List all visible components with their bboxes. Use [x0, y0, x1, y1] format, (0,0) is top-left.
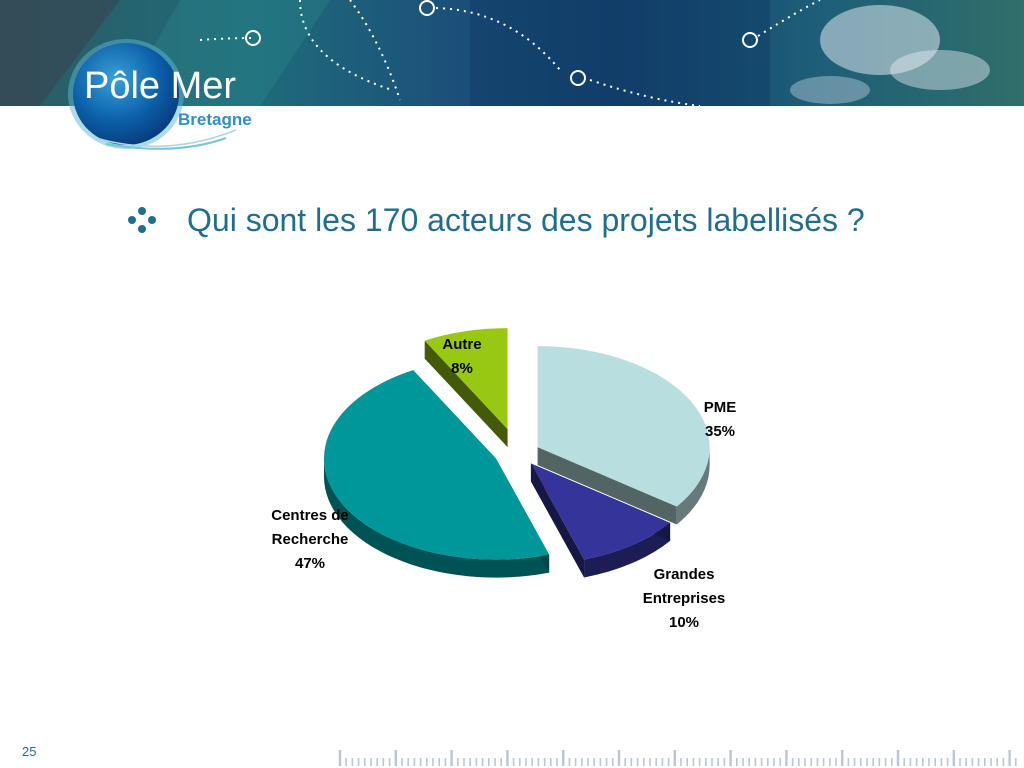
pie-slice-label-line: 47%	[295, 555, 325, 572]
pie-slice-wall	[424, 340, 508, 448]
pie-labels: PME 35% Grandes Entreprises 10% Centres de Rec…	[271, 336, 736, 631]
four-dot-bullet-icon	[128, 207, 156, 233]
pie-slice-rim	[676, 447, 710, 525]
pie-slice-label: Autre 8%	[442, 336, 481, 377]
pie-chart: PME 35% Grandes Entreprises 10% Centres de Rec…	[271, 328, 736, 631]
pie-slice-group	[323, 370, 550, 578]
pie-slice-rim	[323, 458, 550, 578]
pie-slice-label-line: 10%	[669, 614, 699, 631]
pole-mer-logo: Pôle Mer Bretagne	[68, 39, 252, 150]
pie-slice-rim	[584, 522, 671, 578]
pie-slice-label-line: Entreprises	[643, 590, 726, 607]
decorative-ruler	[338, 750, 1017, 766]
pie-slice-wall	[530, 463, 585, 578]
pie-slice-group	[537, 346, 710, 525]
pie-slice-label: Grandes Entreprises 10%	[643, 566, 726, 631]
pie-slice	[424, 328, 508, 430]
pie-slice-label-line: 8%	[451, 360, 473, 377]
title-row: Qui sont les 170 acteurs des projets lab…	[125, 198, 1005, 242]
logo-text-line2: Bretagne	[178, 110, 252, 129]
pie-slice-label-line: Recherche	[272, 531, 349, 548]
pie-slice-label-line: PME	[704, 399, 737, 416]
pie-slice	[323, 370, 550, 560]
pie-slice-label-line: Centres de	[271, 507, 349, 524]
pie-slices	[323, 328, 710, 578]
pie-slice-label-line: 35%	[705, 423, 735, 440]
logo-text-line1: Pôle Mer	[84, 65, 236, 107]
pie-slice-label-line: Grandes	[654, 566, 715, 583]
pie-slice-label-line: Autre	[442, 336, 481, 353]
page-number: 25	[22, 744, 37, 759]
pie-slice	[530, 463, 671, 560]
pie-slice-label: PME 35%	[704, 399, 737, 440]
slide-title: Qui sont les 170 acteurs des projets lab…	[187, 201, 865, 238]
pie-slice-wall	[537, 447, 677, 525]
pie-slice-group	[424, 328, 508, 448]
pie-slice-label: Centres de Recherche 47%	[271, 507, 349, 572]
pie-slice-group	[530, 463, 671, 578]
pie-slice	[537, 346, 710, 507]
